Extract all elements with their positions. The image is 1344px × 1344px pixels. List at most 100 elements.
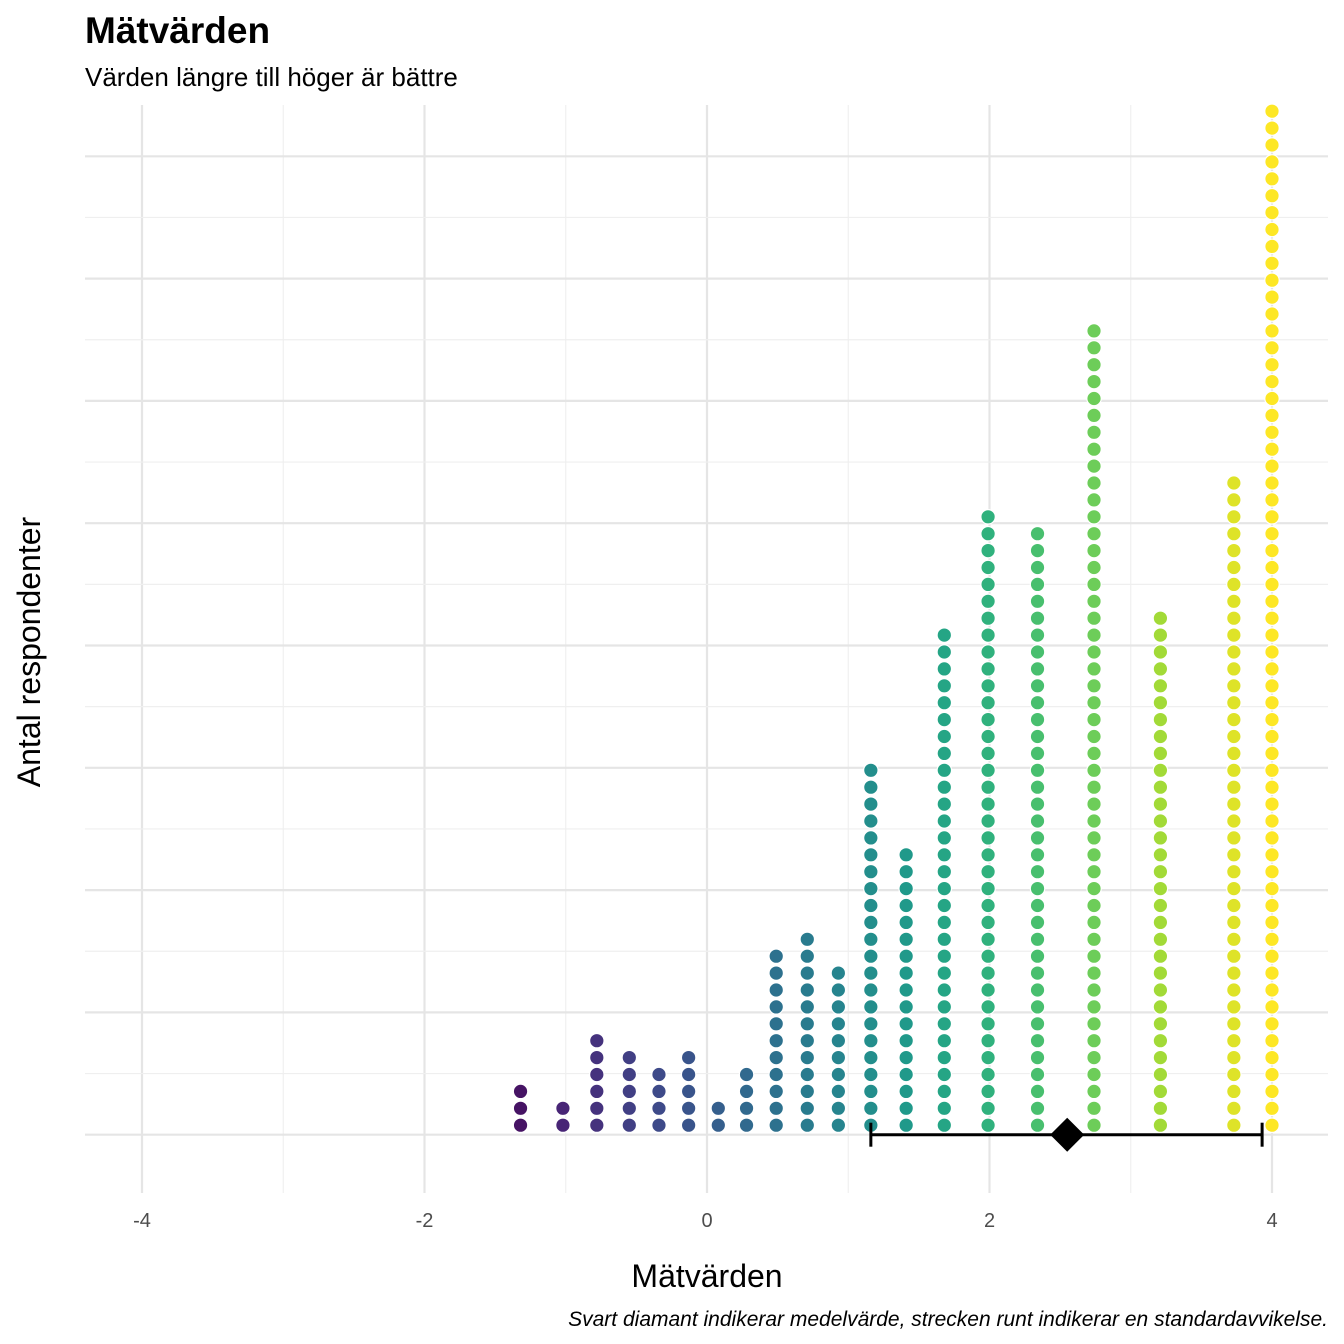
data-dot <box>1029 728 1046 745</box>
data-dot <box>898 948 914 964</box>
data-dot <box>980 1032 996 1049</box>
data-dot <box>830 1100 847 1117</box>
data-dot <box>680 1083 697 1100</box>
data-dot <box>980 1117 996 1133</box>
x-tick-label: 0 <box>701 1210 712 1232</box>
data-dot <box>1086 559 1102 576</box>
data-dot <box>936 830 953 846</box>
data-dot <box>980 711 996 728</box>
x-tick-label: 2 <box>984 1210 995 1232</box>
data-dot <box>1086 745 1102 762</box>
data-dot <box>863 914 879 931</box>
data-dot <box>980 846 996 863</box>
data-dot <box>1029 1032 1046 1049</box>
data-dot <box>898 914 914 931</box>
data-dot <box>936 1015 953 1032</box>
data-dot <box>1264 1100 1280 1117</box>
data-dot <box>980 542 996 559</box>
data-dot <box>512 1117 529 1133</box>
data-dot <box>863 1015 879 1032</box>
data-dot <box>1086 661 1102 677</box>
data-dot <box>1086 779 1102 795</box>
data-dot <box>1226 863 1242 880</box>
data-dot <box>863 982 879 998</box>
data-dot <box>799 931 816 948</box>
data-dot <box>1029 1049 1046 1066</box>
data-dot <box>1264 745 1280 762</box>
data-dot <box>768 1049 785 1066</box>
data-dot <box>1226 576 1242 593</box>
data-dot <box>863 1049 879 1066</box>
data-dot <box>980 661 996 677</box>
data-dot <box>1264 830 1280 846</box>
data-dot <box>980 965 996 981</box>
data-dot <box>1086 424 1102 441</box>
data-dot <box>1152 948 1169 964</box>
data-dot <box>936 1083 953 1100</box>
data-dot <box>1152 931 1169 948</box>
data-dot <box>1029 745 1046 762</box>
data-dot <box>863 863 879 880</box>
data-dot <box>1086 458 1102 474</box>
data-dot <box>799 965 816 981</box>
data-dot <box>1086 542 1102 559</box>
data-dot <box>1029 1066 1046 1083</box>
data-dot <box>1086 339 1102 356</box>
data-dot <box>621 1117 638 1133</box>
data-dot <box>1029 762 1046 779</box>
data-dot <box>1264 559 1280 576</box>
data-dot <box>1226 644 1242 660</box>
data-dot <box>936 931 953 948</box>
data-dot <box>1264 1015 1280 1032</box>
data-dot <box>1086 1032 1102 1049</box>
data-dot <box>1264 1117 1280 1133</box>
data-dot <box>1264 796 1280 812</box>
data-dot <box>898 846 914 863</box>
data-dot <box>936 728 953 745</box>
data-dot <box>863 1066 879 1083</box>
data-dot <box>1086 846 1102 863</box>
data-dot <box>799 1015 816 1032</box>
data-dot <box>1029 542 1046 559</box>
data-dot <box>799 1117 816 1133</box>
data-dot <box>1152 779 1169 795</box>
data-dot <box>980 644 996 660</box>
data-dot <box>768 1066 785 1083</box>
data-dot <box>1264 863 1280 880</box>
data-dot <box>1264 982 1280 998</box>
data-dot <box>936 762 953 779</box>
data-dot <box>738 1083 755 1100</box>
data-dot <box>1226 1032 1242 1049</box>
data-dot <box>830 982 847 998</box>
data-dot <box>621 1049 638 1066</box>
data-dot <box>980 931 996 948</box>
data-dot <box>1086 965 1102 981</box>
data-dot <box>830 1032 847 1049</box>
data-dot <box>768 1032 785 1049</box>
data-dot <box>936 965 953 981</box>
data-dot <box>768 1083 785 1100</box>
data-dot <box>1226 492 1242 508</box>
data-dot <box>1264 593 1280 610</box>
data-dot <box>1264 187 1280 204</box>
data-dot <box>1226 813 1242 829</box>
data-dot <box>980 948 996 964</box>
data-dot <box>1152 1066 1169 1083</box>
data-dot <box>1029 1100 1046 1117</box>
data-dot <box>589 1032 605 1049</box>
data-dot <box>1226 982 1242 998</box>
data-dot <box>621 1066 638 1083</box>
data-dot <box>936 711 953 728</box>
data-dot <box>1086 475 1102 491</box>
data-dot <box>1086 1066 1102 1083</box>
data-dot <box>936 1049 953 1066</box>
data-dot <box>936 999 953 1015</box>
data-dot <box>1152 796 1169 812</box>
data-dot <box>1152 627 1169 643</box>
data-dot <box>1029 1117 1046 1133</box>
data-dot <box>1264 1066 1280 1083</box>
data-dot <box>1029 897 1046 914</box>
data-dot <box>1152 982 1169 998</box>
data-dot <box>980 1083 996 1100</box>
data-dot <box>936 1100 953 1117</box>
